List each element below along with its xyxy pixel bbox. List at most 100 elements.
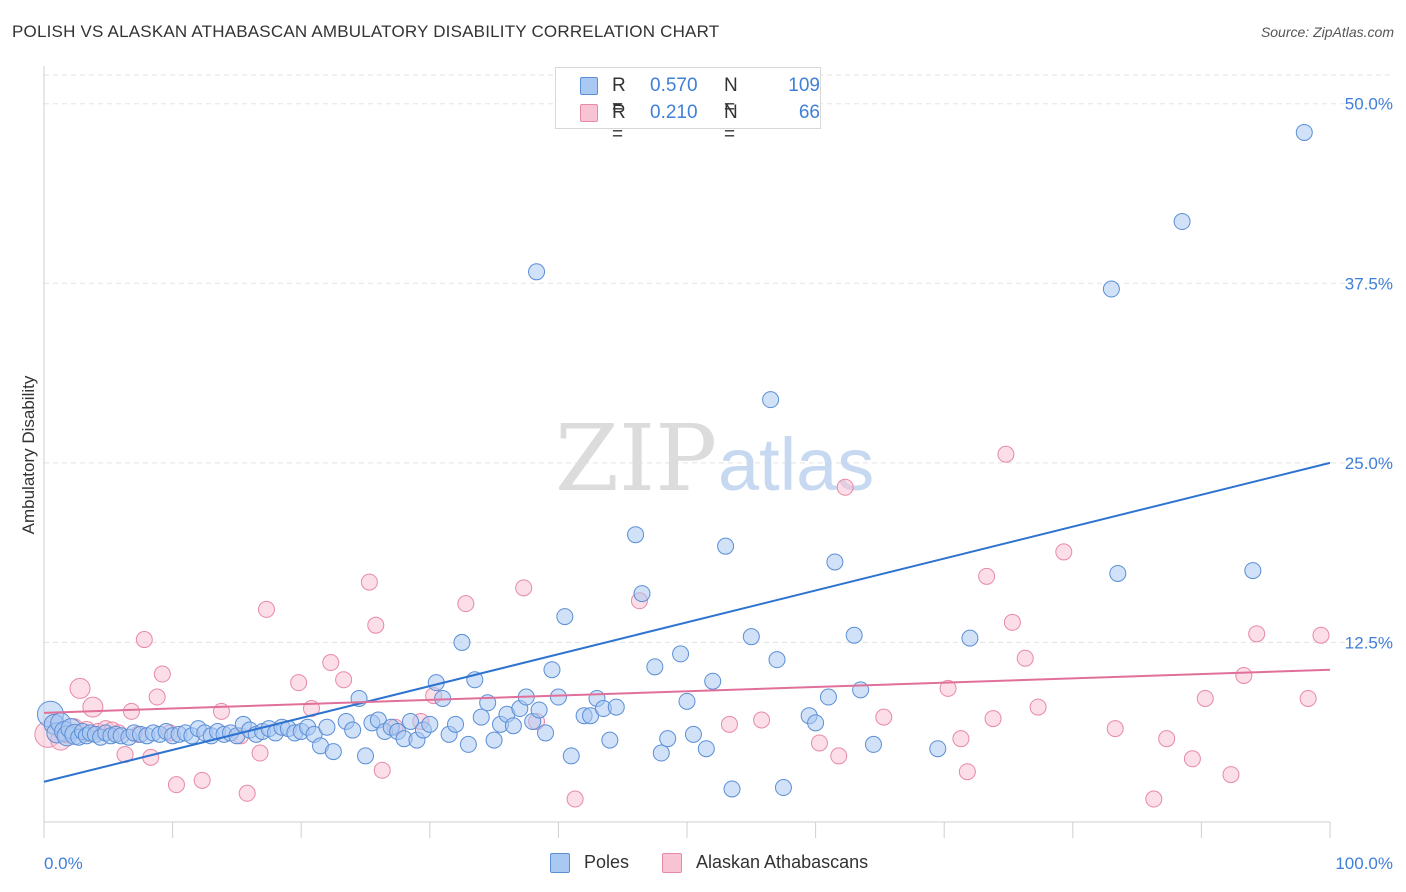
axes bbox=[43, 66, 1331, 838]
n-value-poles: 109 bbox=[788, 75, 820, 96]
correlation-legend: R = 0.570 N = 109 R = 0.210 N = 66 bbox=[555, 67, 821, 145]
chart-title: POLISH VS ALASKAN ATHABASCAN AMBULATORY … bbox=[12, 22, 720, 41]
poles-point bbox=[472, 708, 490, 726]
r-value-alaskan: 0.210 bbox=[650, 102, 698, 123]
poles-point bbox=[961, 629, 979, 647]
r-label: R = bbox=[612, 75, 626, 118]
r-value-poles: 0.570 bbox=[650, 75, 698, 96]
poles-point bbox=[929, 740, 947, 758]
alaskan-point bbox=[720, 715, 738, 733]
alaskan-point bbox=[836, 478, 854, 496]
alaskan-point bbox=[1055, 543, 1073, 561]
alaskan-point bbox=[153, 665, 171, 683]
poles-point bbox=[684, 725, 702, 743]
poles-point bbox=[402, 712, 420, 730]
alaskan-point bbox=[1029, 698, 1047, 716]
poles-point bbox=[607, 698, 625, 716]
alaskan-point bbox=[1235, 666, 1253, 684]
poles-point bbox=[601, 731, 619, 749]
alaskan-point bbox=[952, 730, 970, 748]
alaskan-point bbox=[1248, 625, 1266, 643]
alaskan-point bbox=[1183, 750, 1201, 768]
poles-point bbox=[627, 526, 645, 544]
poles-point bbox=[633, 585, 651, 603]
poles-point bbox=[768, 651, 786, 669]
alaskan-point bbox=[1145, 790, 1163, 808]
poles-point bbox=[324, 743, 342, 761]
poles-point bbox=[537, 724, 555, 742]
alaskan-swatch bbox=[662, 853, 682, 873]
alaskan-point bbox=[82, 696, 104, 718]
n-label: N = bbox=[724, 102, 738, 145]
poles-swatch bbox=[580, 77, 598, 95]
legend-label-poles: Poles bbox=[584, 852, 630, 872]
watermark-zip: ZIP bbox=[555, 405, 717, 512]
n-label: N = bbox=[724, 75, 738, 118]
series-legend: Poles Alaskan Athabascans bbox=[0, 852, 1406, 878]
alaskan-point bbox=[978, 567, 996, 585]
alaskan-point bbox=[1299, 689, 1317, 707]
alaskan-point bbox=[515, 579, 533, 597]
y-tick-label: 37.5% bbox=[1345, 274, 1393, 293]
poles-point bbox=[530, 701, 548, 719]
poles-point bbox=[1295, 123, 1313, 141]
poles-point bbox=[678, 692, 696, 710]
alaskan-point bbox=[360, 573, 378, 591]
alaskan-point bbox=[875, 708, 893, 726]
alaskan-point bbox=[939, 679, 957, 697]
alaskan-point bbox=[1003, 613, 1021, 631]
poles-point bbox=[421, 715, 439, 733]
alaskan-point bbox=[122, 702, 140, 720]
x-tick-label: 0.0% bbox=[44, 854, 83, 873]
alaskan-point bbox=[1158, 730, 1176, 748]
alaskan-point bbox=[566, 790, 584, 808]
poles-point bbox=[1173, 213, 1191, 231]
source-label: Source: ZipAtlas.com bbox=[1260, 24, 1394, 40]
alaskan-swatch bbox=[580, 104, 598, 122]
alaskan-point bbox=[335, 671, 353, 689]
poles-point bbox=[556, 608, 574, 626]
n-value-alaskan: 66 bbox=[798, 102, 820, 123]
poles-point bbox=[318, 718, 336, 736]
poles-point bbox=[344, 721, 362, 739]
alaskan-point bbox=[322, 654, 340, 672]
alaskan-point bbox=[1106, 720, 1124, 738]
poles-point bbox=[845, 626, 863, 644]
alaskan-point bbox=[1222, 766, 1240, 784]
poles-point bbox=[704, 672, 722, 690]
poles-point bbox=[819, 688, 837, 706]
poles-point bbox=[504, 717, 522, 735]
y-tick-label: 12.5% bbox=[1345, 633, 1393, 652]
poles-point bbox=[652, 744, 670, 762]
poles-point bbox=[672, 645, 690, 663]
alaskan-point bbox=[810, 734, 828, 752]
alaskan-point bbox=[1312, 626, 1330, 644]
poles-point bbox=[485, 731, 503, 749]
alaskan-point bbox=[238, 784, 256, 802]
poles-point bbox=[826, 553, 844, 571]
poles-point bbox=[453, 633, 471, 651]
y-tick-label: 50.0% bbox=[1345, 95, 1393, 114]
poles-point bbox=[549, 688, 567, 706]
poles-point bbox=[762, 391, 780, 409]
poles-point bbox=[646, 658, 664, 676]
poles-point bbox=[717, 537, 735, 555]
poles-point bbox=[742, 628, 760, 646]
gridlines bbox=[44, 74, 1390, 643]
alaskan-point bbox=[135, 631, 153, 649]
alaskan-point bbox=[753, 711, 771, 729]
poles-swatch bbox=[550, 853, 570, 873]
legend-label-alaskan: Alaskan Athabascans bbox=[696, 852, 869, 872]
alaskan-point bbox=[958, 763, 976, 781]
poles-points bbox=[36, 123, 1313, 798]
alaskan-point bbox=[167, 776, 185, 794]
poles-point bbox=[543, 661, 561, 679]
poles-point bbox=[807, 714, 825, 732]
alaskan-point bbox=[984, 710, 1002, 728]
alaskan-point bbox=[148, 688, 166, 706]
alaskan-point bbox=[257, 600, 275, 618]
alaskan-point bbox=[1016, 649, 1034, 667]
x-tick-label: 100.0% bbox=[1335, 854, 1393, 873]
alaskan-point bbox=[1196, 689, 1214, 707]
